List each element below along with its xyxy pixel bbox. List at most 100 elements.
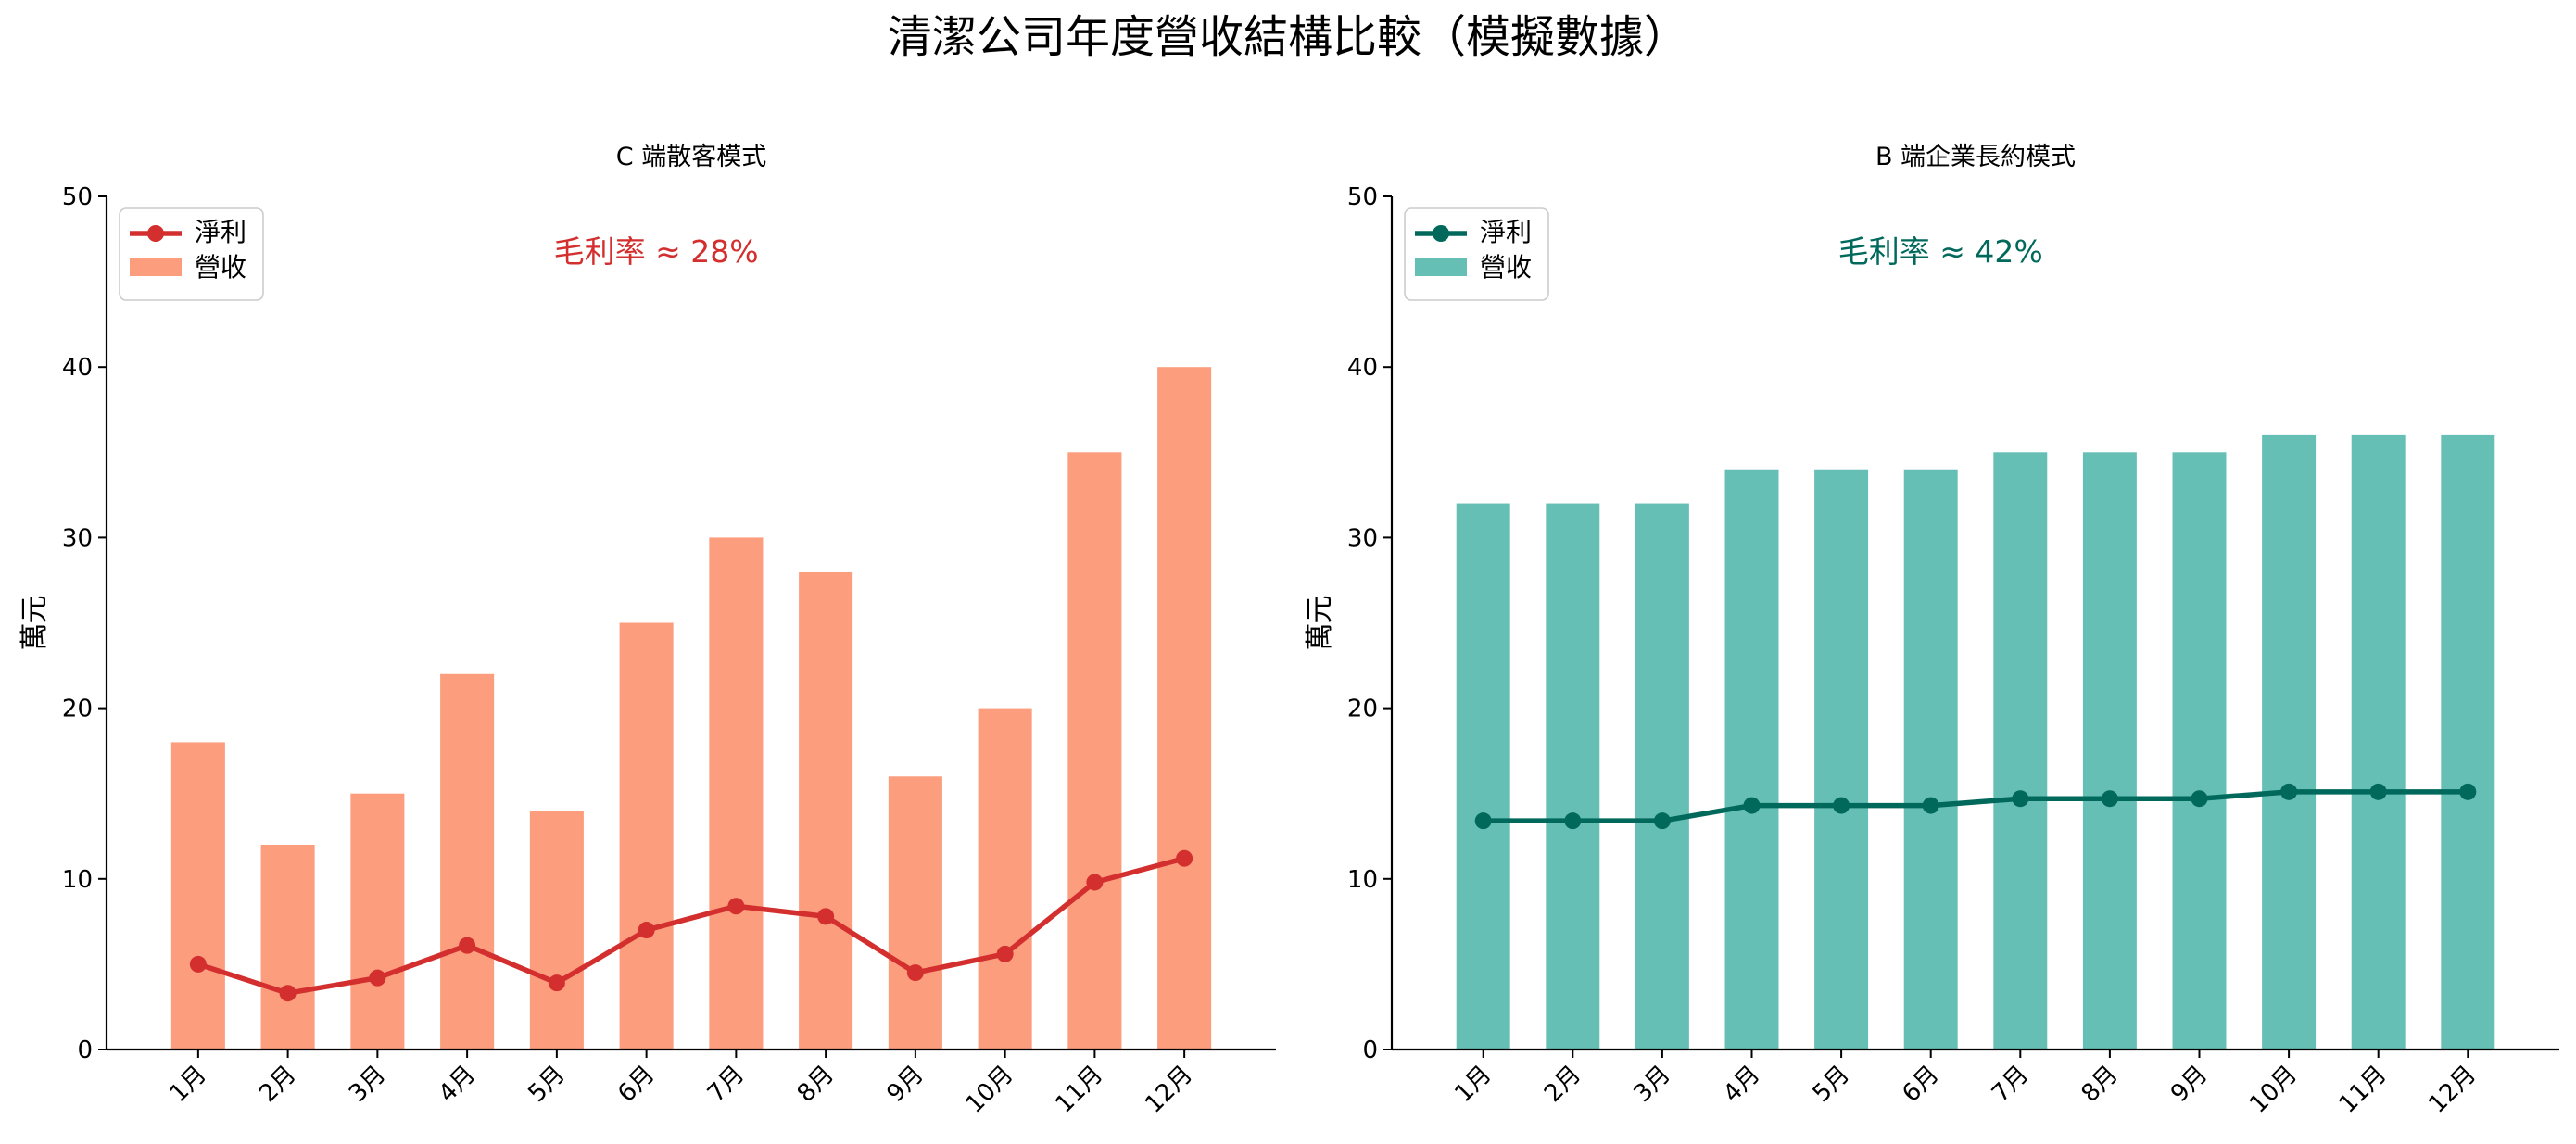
margin-annotation-2: 毛利率 ≈ 42% xyxy=(1838,233,2043,270)
bar-revenue-9月 xyxy=(2172,452,2227,1050)
point-net-profit-1月 xyxy=(1474,812,1492,830)
legend-label-net-profit: 淨利 xyxy=(195,217,246,247)
y-tick-label: 50 xyxy=(1347,183,1378,211)
legend-line-marker xyxy=(147,225,164,242)
point-net-profit-9月 xyxy=(906,964,924,982)
y-axis-title-2: 萬元 xyxy=(1304,596,1336,651)
point-net-profit-2月 xyxy=(279,985,297,1002)
point-net-profit-5月 xyxy=(548,974,565,992)
point-net-profit-8月 xyxy=(2101,790,2118,808)
x-tick-label-11月: 11月 xyxy=(1050,1061,1108,1119)
point-net-profit-11月 xyxy=(2369,783,2387,800)
bar-revenue-5月 xyxy=(1814,469,1869,1050)
line-net-profit xyxy=(196,855,1187,996)
x-tick-label-12月: 12月 xyxy=(1140,1061,1198,1119)
y-axis-title-1: 萬元 xyxy=(19,596,51,651)
x-tick-label-1月: 1月 xyxy=(165,1061,212,1108)
bar-revenue-4月 xyxy=(440,673,495,1050)
point-net-profit-4月 xyxy=(1743,797,1761,814)
bar-revenue-11月 xyxy=(1067,452,1122,1050)
bar-revenue-1月 xyxy=(170,742,225,1050)
y-tick-label: 30 xyxy=(1347,524,1378,552)
point-net-profit-1月 xyxy=(189,955,207,973)
bar-revenue-5月 xyxy=(529,811,584,1050)
x-tick-label-3月: 3月 xyxy=(1629,1061,1676,1108)
y-tick-label: 40 xyxy=(62,354,93,382)
x-tick-label-8月: 8月 xyxy=(792,1061,840,1108)
y-tick-label: 50 xyxy=(62,183,93,211)
x-tick-label-5月: 5月 xyxy=(1808,1061,1855,1108)
bar-revenue-11月 xyxy=(2351,434,2406,1050)
bar-revenue-7月 xyxy=(709,537,764,1050)
y-tick-label: 20 xyxy=(1347,696,1378,723)
bar-revenue-9月 xyxy=(888,776,942,1050)
bar-revenue-4月 xyxy=(1724,469,1779,1050)
legend-label-revenue: 營收 xyxy=(1480,252,1532,283)
y-tick-label: 20 xyxy=(62,696,93,723)
x-tick-label-12月: 12月 xyxy=(2423,1061,2481,1119)
x-tick-label-11月: 11月 xyxy=(2334,1061,2393,1119)
point-net-profit-3月 xyxy=(369,969,386,987)
bar-revenue-6月 xyxy=(619,622,674,1050)
x-tick-label-1月: 1月 xyxy=(1449,1061,1496,1108)
bar-revenue-10月 xyxy=(978,708,1032,1050)
point-net-profit-11月 xyxy=(1086,874,1104,891)
point-net-profit-7月 xyxy=(2012,790,2029,808)
bar-revenue-8月 xyxy=(2082,452,2137,1050)
chart-title-1: C 端散客模式 xyxy=(616,143,766,171)
point-net-profit-4月 xyxy=(459,937,476,954)
bar-revenue-8月 xyxy=(799,572,853,1050)
x-tick-label-10月: 10月 xyxy=(961,1061,1019,1119)
x-tick-label-10月: 10月 xyxy=(2244,1061,2303,1119)
legend-line-marker xyxy=(1433,225,1449,242)
bar-revenue-12月 xyxy=(2441,434,2495,1050)
bar-revenue-7月 xyxy=(1993,452,2048,1050)
x-tick-label-9月: 9月 xyxy=(882,1061,929,1108)
x-tick-label-6月: 6月 xyxy=(1897,1061,1944,1108)
x-tick-label-6月: 6月 xyxy=(612,1061,660,1108)
y-tick-label: 10 xyxy=(1347,866,1378,894)
x-tick-label-7月: 7月 xyxy=(1987,1061,2034,1108)
point-net-profit-8月 xyxy=(817,908,835,925)
point-net-profit-3月 xyxy=(1653,812,1671,830)
point-net-profit-7月 xyxy=(727,898,745,915)
point-net-profit-12月 xyxy=(1176,849,1193,867)
bar-revenue-3月 xyxy=(1635,503,1689,1050)
y-tick-label: 10 xyxy=(62,866,93,894)
bar-revenue-6月 xyxy=(1903,469,1958,1050)
y-tick-label: 0 xyxy=(1362,1037,1378,1064)
x-tick-label-4月: 4月 xyxy=(1718,1061,1765,1108)
point-net-profit-12月 xyxy=(2459,783,2477,800)
point-net-profit-10月 xyxy=(2280,783,2298,800)
y-tick-label: 40 xyxy=(1347,354,1378,382)
point-net-profit-6月 xyxy=(638,922,655,939)
bar-revenue-1月 xyxy=(1456,503,1510,1050)
legend-label-net-profit: 淨利 xyxy=(1480,217,1532,247)
x-tick-label-8月: 8月 xyxy=(2077,1061,2124,1108)
point-net-profit-2月 xyxy=(1564,812,1582,830)
x-tick-label-7月: 7月 xyxy=(702,1061,750,1108)
y-tick-label: 0 xyxy=(77,1037,93,1064)
legend-label-revenue: 營收 xyxy=(195,252,246,283)
bar-revenue-3月 xyxy=(350,793,405,1050)
point-net-profit-10月 xyxy=(996,945,1014,962)
x-tick-label-2月: 2月 xyxy=(1539,1061,1586,1108)
x-tick-label-9月: 9月 xyxy=(2166,1061,2213,1108)
point-net-profit-6月 xyxy=(1922,797,1939,814)
point-net-profit-5月 xyxy=(1833,797,1850,814)
bar-revenue-12月 xyxy=(1157,367,1212,1050)
margin-annotation-1: 毛利率 ≈ 28% xyxy=(554,233,759,270)
line-net-profit xyxy=(1480,789,2471,823)
bar-revenue-10月 xyxy=(2262,434,2317,1050)
x-tick-label-4月: 4月 xyxy=(434,1061,481,1108)
figure-title: 清潔公司年度營收結構比較（模擬數據） xyxy=(888,11,1688,63)
legend-bar-swatch xyxy=(1415,258,1467,276)
legend-bar-swatch xyxy=(130,258,182,276)
bar-revenue-2月 xyxy=(260,844,315,1050)
bar-revenue-2月 xyxy=(1546,503,1600,1050)
